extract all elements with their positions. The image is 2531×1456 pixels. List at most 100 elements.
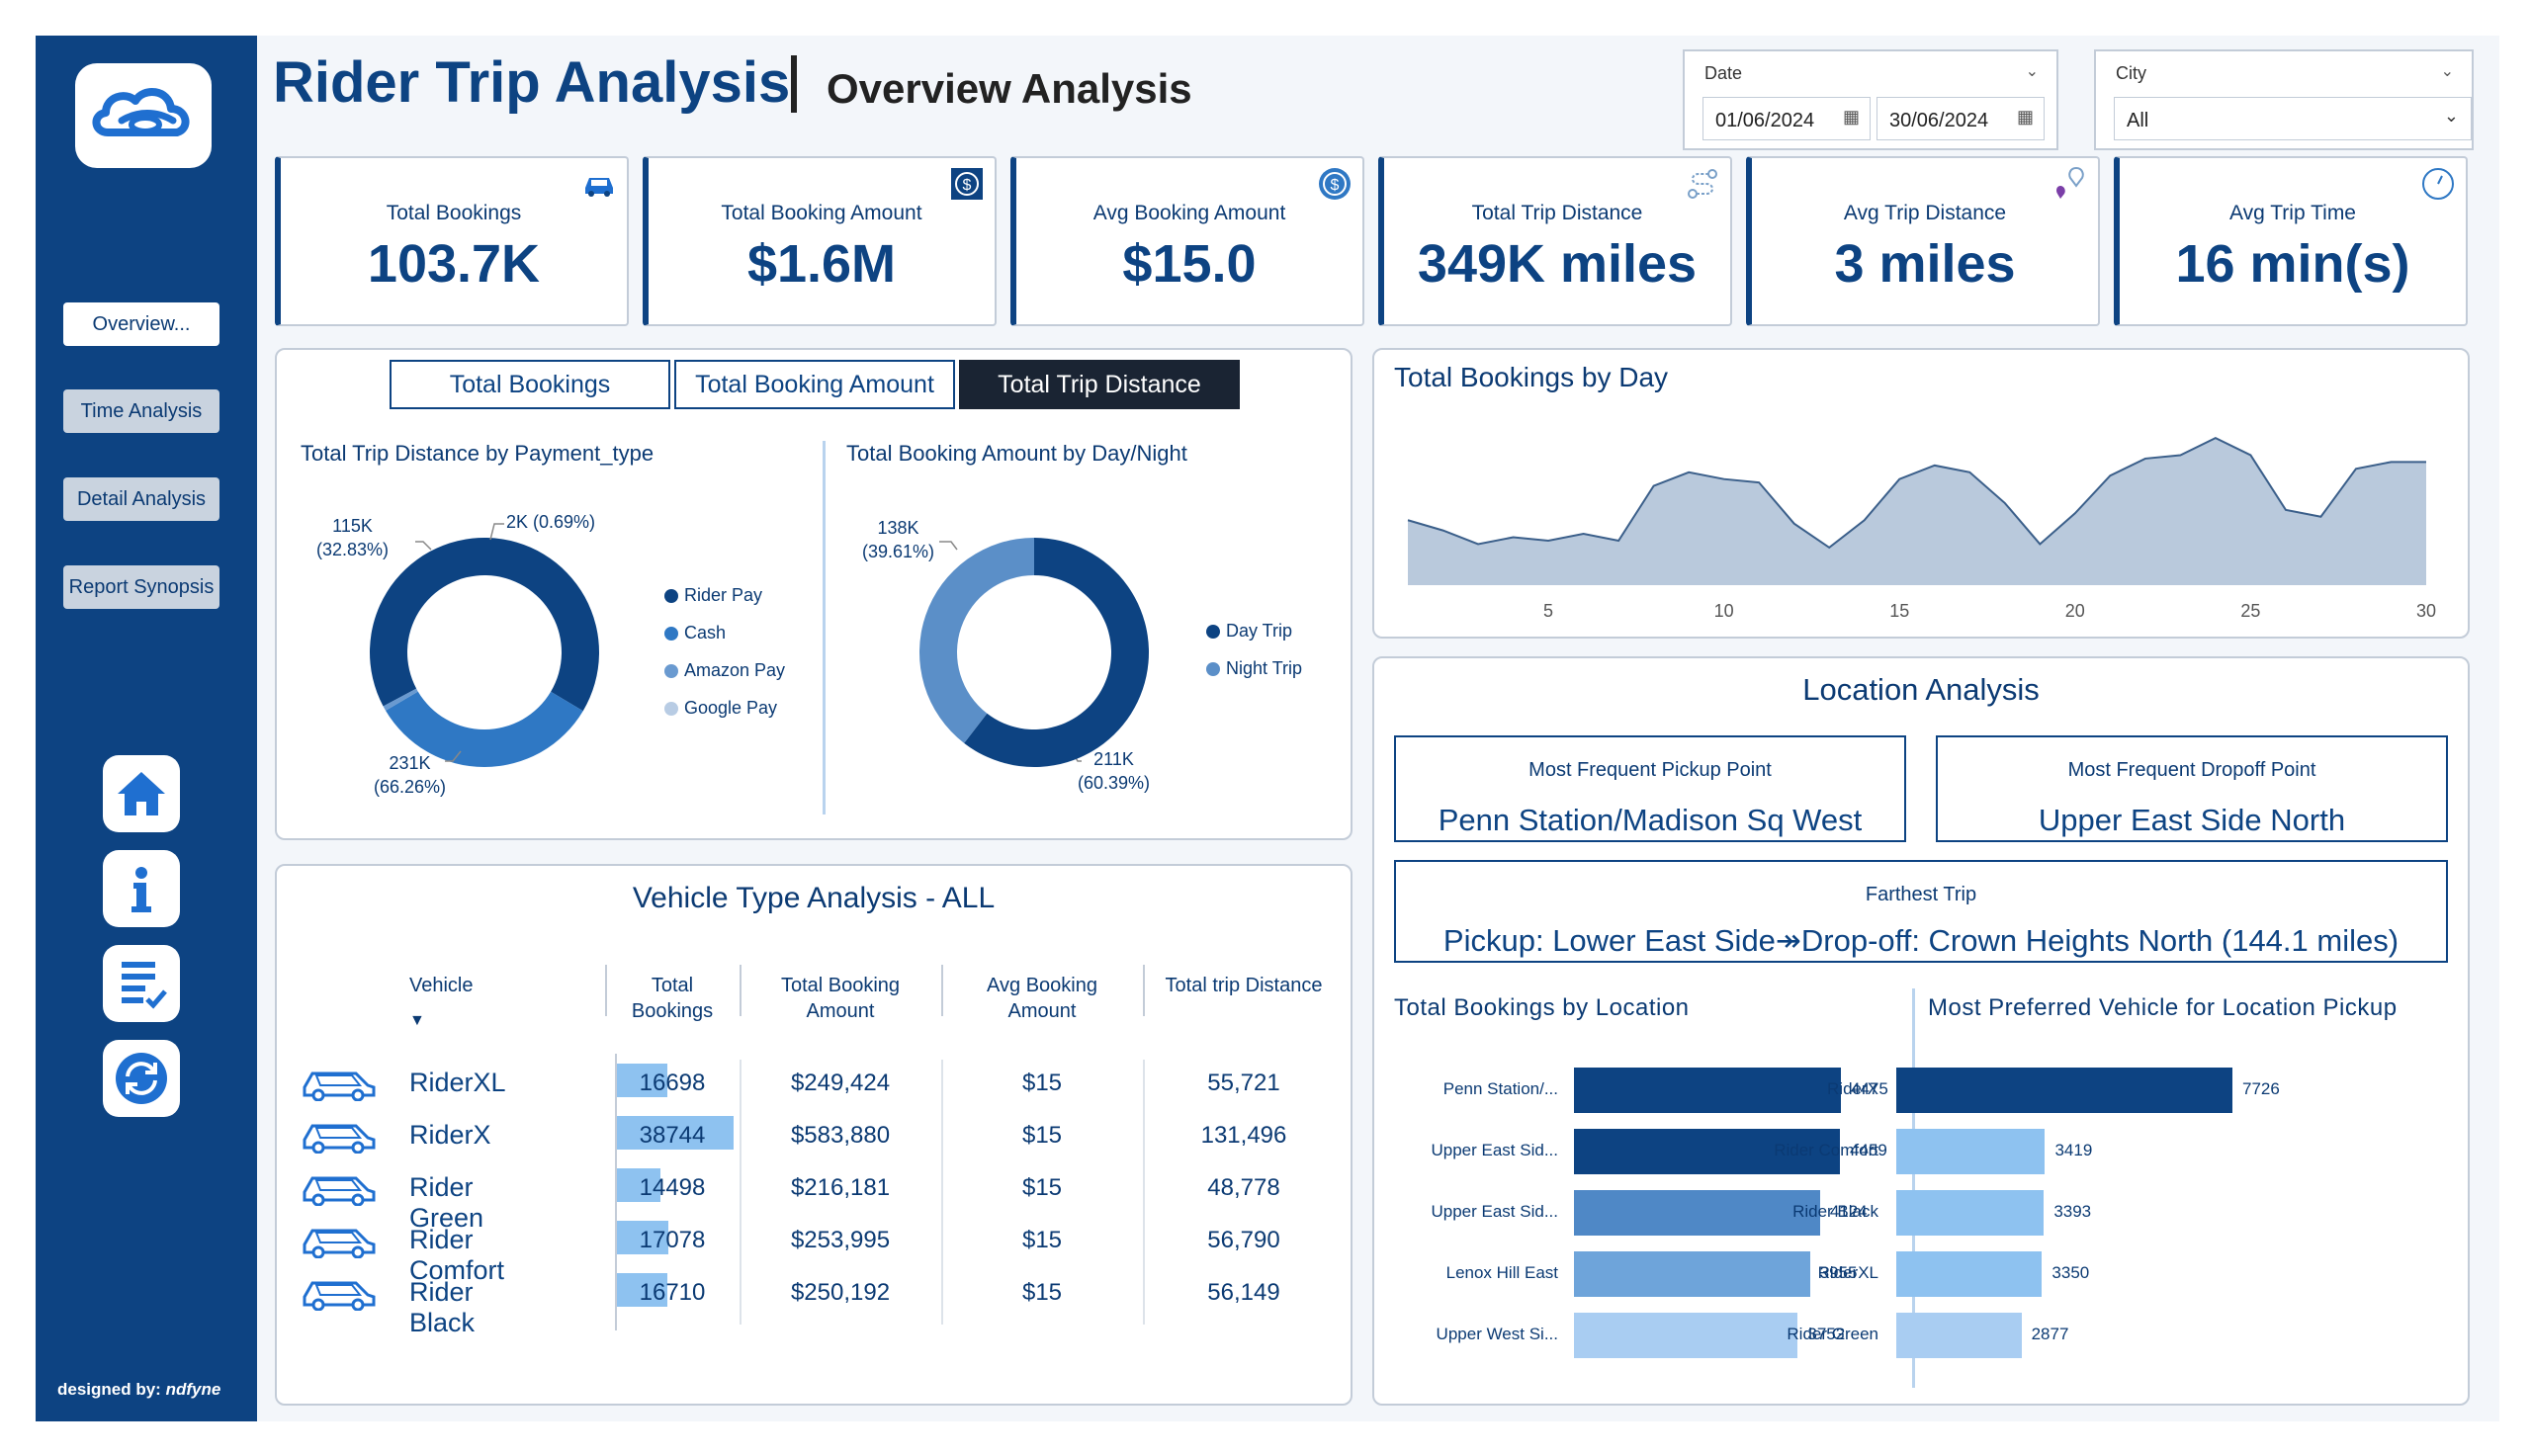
header-avg-booking-amount[interactable]: Avg Booking Amount	[943, 973, 1141, 1024]
calendar-icon[interactable]: ▦	[2016, 107, 2034, 127]
x-tick-label: 30	[2416, 601, 2436, 621]
home-button[interactable]	[103, 755, 180, 832]
title-divider	[791, 55, 797, 113]
col-separator	[740, 1060, 742, 1325]
route-icon	[1688, 169, 1717, 199]
cell-total-trip-distance: 131,496	[1200, 1122, 1287, 1149]
bar-value-label: 3393	[2053, 1202, 2092, 1221]
nav-detail-analysis-button[interactable]: Detail Analysis	[63, 477, 219, 521]
cloud-logo-icon	[92, 88, 190, 136]
refresh-button[interactable]	[103, 1040, 180, 1117]
farthest-value: Pickup: Lower East Side↠Drop-off: Crown …	[1442, 923, 2400, 958]
bar[interactable]	[1574, 1129, 1841, 1174]
kpi-avg-booking-amount: Avg Booking Amount $15.0 $	[1010, 156, 1364, 326]
kpi-label: Avg Booking Amount	[1092, 202, 1286, 224]
date-start-input[interactable]: 01/06/2024 ▦	[1702, 97, 1871, 140]
bar[interactable]	[1896, 1129, 2046, 1174]
bar-category-label: Rider Black	[1792, 1202, 1878, 1221]
col-separator	[941, 1060, 943, 1325]
report-button[interactable]	[103, 945, 180, 1022]
header-vehicle[interactable]: Vehicle	[409, 975, 474, 996]
bar[interactable]	[1896, 1190, 2045, 1236]
chevron-down-icon[interactable]: ⌄	[2443, 106, 2459, 126]
header-total-bookings[interactable]: Total Bookings	[607, 973, 738, 1024]
x-tick-label: 20	[2065, 601, 2085, 621]
kpi-avg-trip-time: Avg Trip Time 16 min(s)	[2114, 156, 2468, 326]
tab-total-booking-amount[interactable]: Total Booking Amount	[674, 360, 955, 409]
label-pct: (39.61%)	[862, 542, 935, 561]
cell-total-trip-distance: 55,721	[1207, 1070, 1280, 1096]
bar[interactable]	[1896, 1251, 2043, 1297]
donut-slice[interactable]	[964, 538, 1149, 767]
header-total-booking-amount[interactable]: Total Booking Amount	[742, 973, 939, 1024]
legend-label: Rider Pay	[684, 585, 763, 605]
nav-time-analysis-button[interactable]: Time Analysis	[63, 389, 219, 433]
bar-category-label: RiderX	[1827, 1079, 1878, 1098]
bar-category-label: Penn Station/...	[1442, 1079, 1558, 1098]
bar[interactable]	[1896, 1068, 2232, 1113]
credit-name: ndfyne	[165, 1380, 221, 1399]
bar-value-label: 3419	[2054, 1141, 2093, 1159]
chevron-down-icon[interactable]: ⌄	[2440, 63, 2454, 80]
legend-swatch	[664, 663, 678, 678]
bar[interactable]	[1574, 1313, 1798, 1358]
date-end-input[interactable]: 30/06/2024 ▦	[1876, 97, 2045, 140]
cell-avg-booking-amount: $15	[1021, 1070, 1063, 1096]
x-tick-label: 5	[1543, 601, 1553, 621]
header-line: Bookings	[631, 1000, 714, 1022]
cell-avg-booking-amount: $15	[1021, 1279, 1063, 1306]
donut-slice[interactable]	[386, 691, 583, 767]
area-fill	[1408, 438, 2426, 585]
bookings-bar	[617, 1168, 661, 1202]
daynight-donut-chart	[919, 538, 1149, 767]
legend-swatch	[664, 626, 678, 641]
legend-night-trip: Night Trip	[1206, 658, 1302, 679]
bar-value-label: 4124	[1829, 1202, 1868, 1221]
kpi-value: 103.7K	[367, 234, 541, 294]
header-line: Amount	[1007, 1000, 1077, 1022]
donut-slice[interactable]	[383, 688, 418, 711]
info-icon	[131, 867, 151, 912]
bar[interactable]	[1574, 1190, 1820, 1236]
area-series: 5 10 15 20 25 30	[1407, 437, 2436, 621]
calendar-icon[interactable]: ▦	[1842, 107, 1860, 127]
label-value: 115K	[332, 516, 373, 536]
nav-overview-button[interactable]: Overview...	[63, 302, 219, 346]
bar[interactable]	[1574, 1068, 1841, 1113]
bookings-by-day-chart: 5 10 15 20 25 30	[1407, 437, 2436, 621]
legend-label: Day Trip	[1226, 621, 1293, 641]
svg-text:$: $	[1331, 177, 1340, 194]
header-line: Total Booking	[780, 975, 901, 996]
header-total-trip-distance[interactable]: Total trip Distance	[1165, 975, 1323, 996]
nav-report-synopsis-button[interactable]: Report Synopsis	[63, 565, 219, 609]
bookings-bar	[617, 1273, 667, 1307]
date-filter-label: Date	[1704, 63, 1743, 83]
date-end-value: 30/06/2024	[1889, 110, 1989, 131]
legend-label: Google Pay	[684, 698, 778, 718]
city-select[interactable]: All ⌄	[2114, 97, 2472, 140]
chevron-down-icon[interactable]: ⌄	[2025, 63, 2039, 80]
bar[interactable]	[1574, 1251, 1810, 1297]
sidebar: Overview... Time Analysis Detail Analysi…	[36, 36, 257, 1421]
tab-total-trip-distance[interactable]: Total Trip Distance	[959, 360, 1240, 409]
sort-down-icon[interactable]: ▼	[409, 1012, 425, 1029]
vehicle-car-icon	[299, 1219, 378, 1263]
bar-value-label: 4475	[1851, 1079, 1888, 1098]
donut-slice[interactable]	[919, 538, 1034, 743]
bar[interactable]	[1896, 1313, 2022, 1358]
daynight-label-night: 138K (39.61%)	[862, 516, 934, 563]
vehicle-name: Rider Green	[409, 1172, 484, 1233]
cell-avg-booking-amount: $15	[1021, 1174, 1063, 1201]
bar-value-label: 4459	[1850, 1141, 1887, 1159]
vehicle-car-icon	[299, 1271, 378, 1316]
donut-slice[interactable]	[370, 538, 599, 712]
vehicle-name: RiderXL	[409, 1068, 506, 1097]
daynight-donut-slices	[919, 538, 1149, 767]
kpi-value: 16 min(s)	[2175, 234, 2410, 294]
designer-credit: designed by: ndfyne	[57, 1380, 220, 1400]
tab-total-bookings[interactable]: Total Bookings	[390, 360, 670, 409]
info-button[interactable]	[103, 850, 180, 927]
kpi-value: 349K miles	[1417, 234, 1698, 294]
kpi-value: $15.0	[1122, 234, 1257, 294]
legend-label: Amazon Pay	[684, 660, 786, 680]
